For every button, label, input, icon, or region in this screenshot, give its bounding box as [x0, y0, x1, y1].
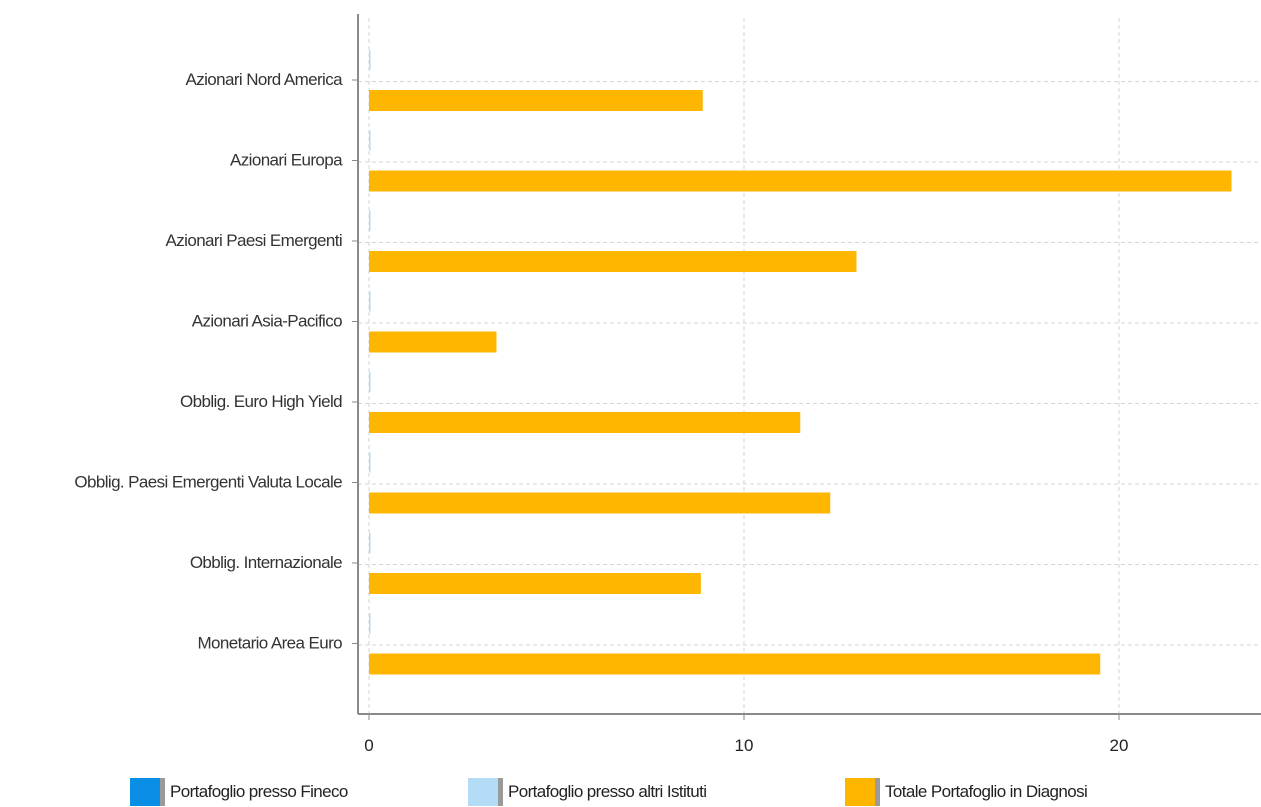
category-label: Obblig. Euro High Yield	[180, 392, 342, 411]
x-tick-label: 0	[364, 736, 373, 755]
category-label: Azionari Nord America	[185, 70, 343, 89]
bar-chart: Azionari Nord America Azionari Europa Azio…	[74, 14, 1261, 755]
legend-item-totale[interactable]: Totale Portafoglio in Diagnosi	[845, 778, 1088, 806]
category-label: Obblig. Internazionale	[190, 553, 342, 572]
bar-altri-istituti	[369, 291, 371, 312]
legend-swatch-altri-istituti	[468, 778, 503, 806]
category-label: Obblig. Paesi Emergenti Valuta Locale	[74, 473, 342, 492]
legend-label-altri-istituti: Portafoglio presso altri Istituti	[508, 782, 707, 801]
legend-label-totale: Totale Portafoglio in Diagnosi	[885, 782, 1088, 801]
bar-altri-istituti	[369, 130, 371, 151]
legend-label-fineco: Portafoglio presso Fineco	[170, 782, 348, 801]
legend-swatch-fineco	[130, 778, 165, 806]
bar-altri-istituti	[369, 613, 371, 634]
bar-totale	[369, 90, 703, 111]
grid-lines	[358, 18, 1261, 714]
bar-altri-istituti	[369, 50, 371, 70]
category-label: Azionari Europa	[230, 151, 343, 170]
bar-totale	[369, 492, 831, 514]
axes	[352, 14, 1261, 720]
bar-totale	[369, 331, 497, 353]
legend-item-fineco[interactable]: Portafoglio presso Fineco	[130, 778, 348, 806]
x-tick-label: 10	[735, 736, 754, 755]
legend: Portafoglio presso Fineco Portafoglio pr…	[0, 770, 1261, 807]
legend-item-altri-istituti[interactable]: Portafoglio presso altri Istituti	[468, 778, 707, 806]
bar-totale	[369, 412, 801, 433]
bar-altri-istituti	[369, 372, 371, 392]
bars	[369, 50, 1232, 675]
category-label: Azionari Asia-Pacifico	[192, 312, 342, 331]
labels: Azionari Nord America Azionari Europa Azio…	[74, 70, 1128, 755]
bar-totale	[369, 170, 1232, 192]
legend-swatch-totale	[845, 778, 880, 806]
x-tick-label: 20	[1110, 736, 1129, 755]
bar-altri-istituti	[369, 211, 371, 231]
bar-totale	[369, 653, 1101, 675]
bar-altri-istituti	[369, 533, 371, 553]
bar-altri-istituti	[369, 452, 371, 473]
bar-totale	[369, 573, 701, 594]
bar-totale	[369, 251, 857, 272]
category-label: Monetario Area Euro	[197, 634, 342, 653]
category-label: Azionari Paesi Emergenti	[166, 231, 342, 250]
